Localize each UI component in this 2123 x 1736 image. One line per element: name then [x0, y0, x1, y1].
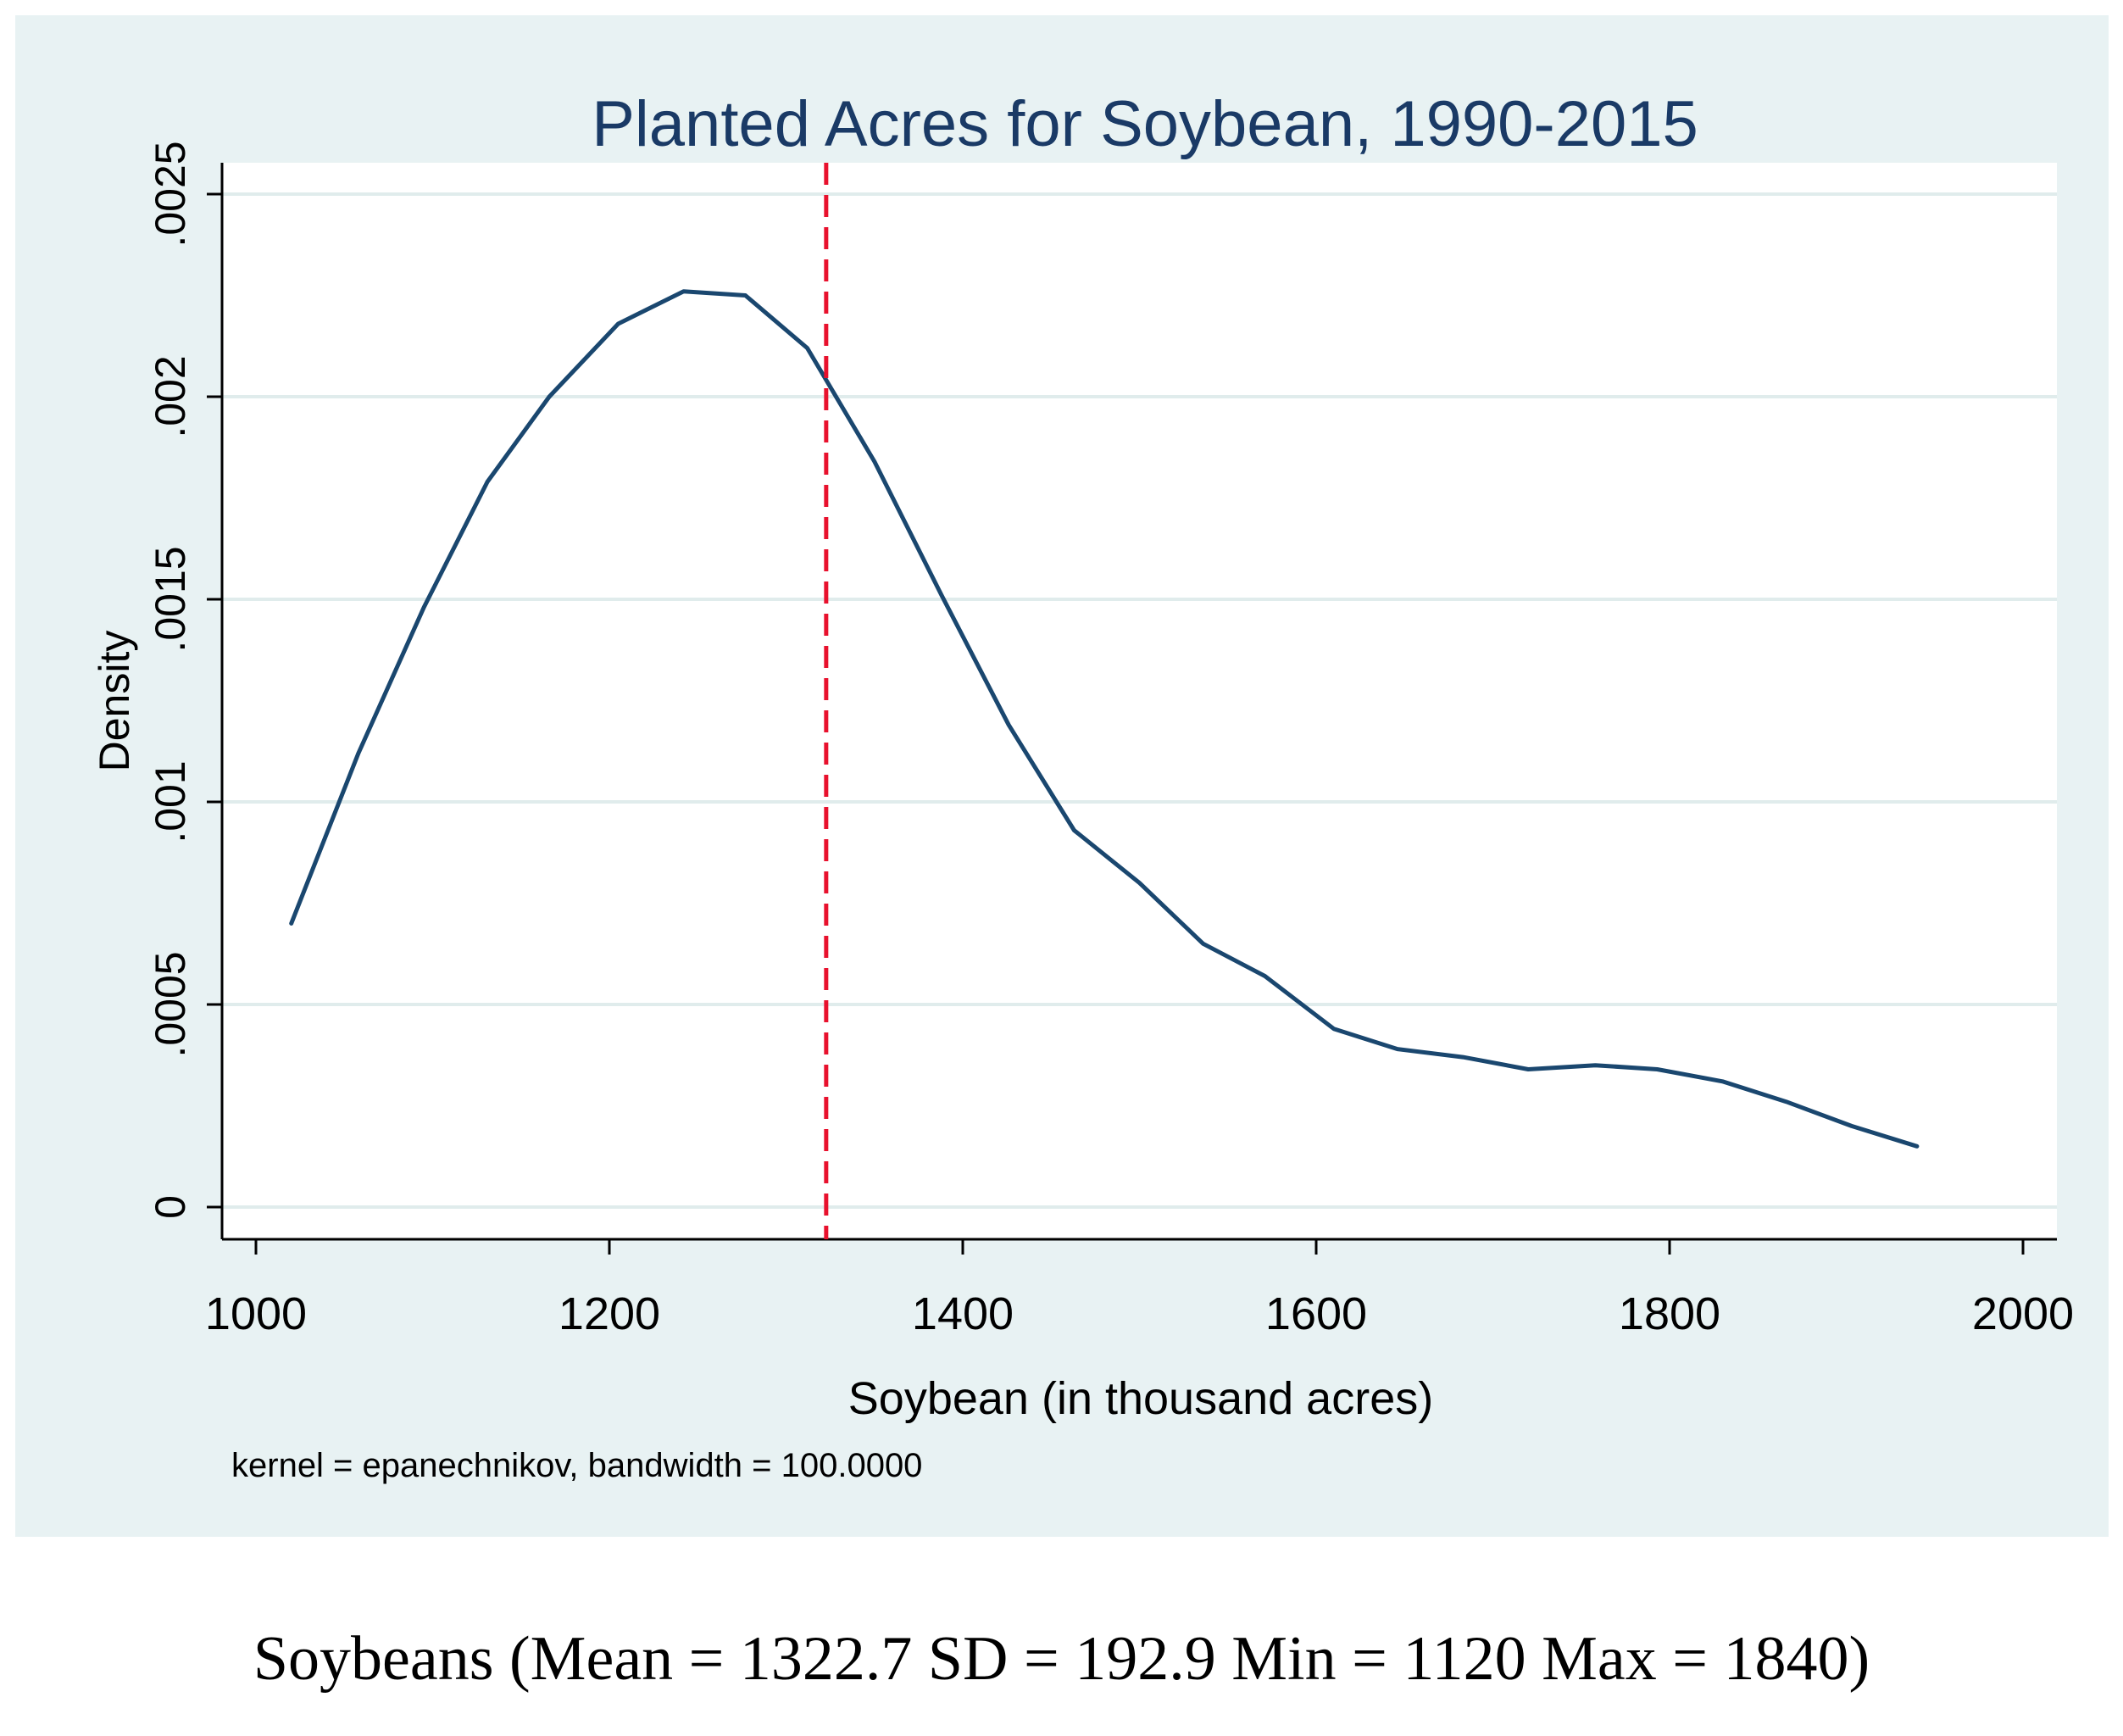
y-tick-label: 0 [147, 1195, 194, 1219]
y-tick-label: .0005 [147, 951, 194, 1057]
y-tick-label: .0015 [147, 546, 194, 652]
x-ticks: 1000 1200 1400 1600 1800 2000 [205, 1239, 2074, 1339]
figure-caption: Soybeans (Mean = 1322.7 SD = 192.9 Min =… [253, 1624, 1870, 1694]
y-tick-label: .0025 [147, 141, 194, 247]
x-tick-label: 1400 [912, 1288, 1014, 1339]
y-tick-label: .002 [147, 355, 194, 437]
y-tick-label: .001 [147, 760, 194, 843]
x-axis-label: Soybean (in thousand acres) [848, 1373, 1433, 1424]
kernel-note: kernel = epanechnikov, bandwidth = 100.0… [231, 1447, 922, 1484]
y-ticks: 0 .0005 .001 .0015 .002 .0025 [147, 141, 222, 1219]
plot-area [222, 163, 2057, 1239]
chart-title: Planted Acres for Soybean, 1990-2015 [592, 88, 1698, 160]
x-tick-label: 1800 [1619, 1288, 1720, 1339]
x-tick-label: 1000 [205, 1288, 307, 1339]
x-tick-label: 1200 [559, 1288, 660, 1339]
axes [220, 163, 2057, 1241]
x-tick-label: 1600 [1265, 1288, 1367, 1339]
x-tick-label: 2000 [1972, 1288, 2074, 1339]
gridlines [222, 192, 2057, 1209]
density-curve [289, 289, 1920, 1149]
y-axis-label: Density [91, 631, 138, 772]
series [289, 289, 1920, 1149]
